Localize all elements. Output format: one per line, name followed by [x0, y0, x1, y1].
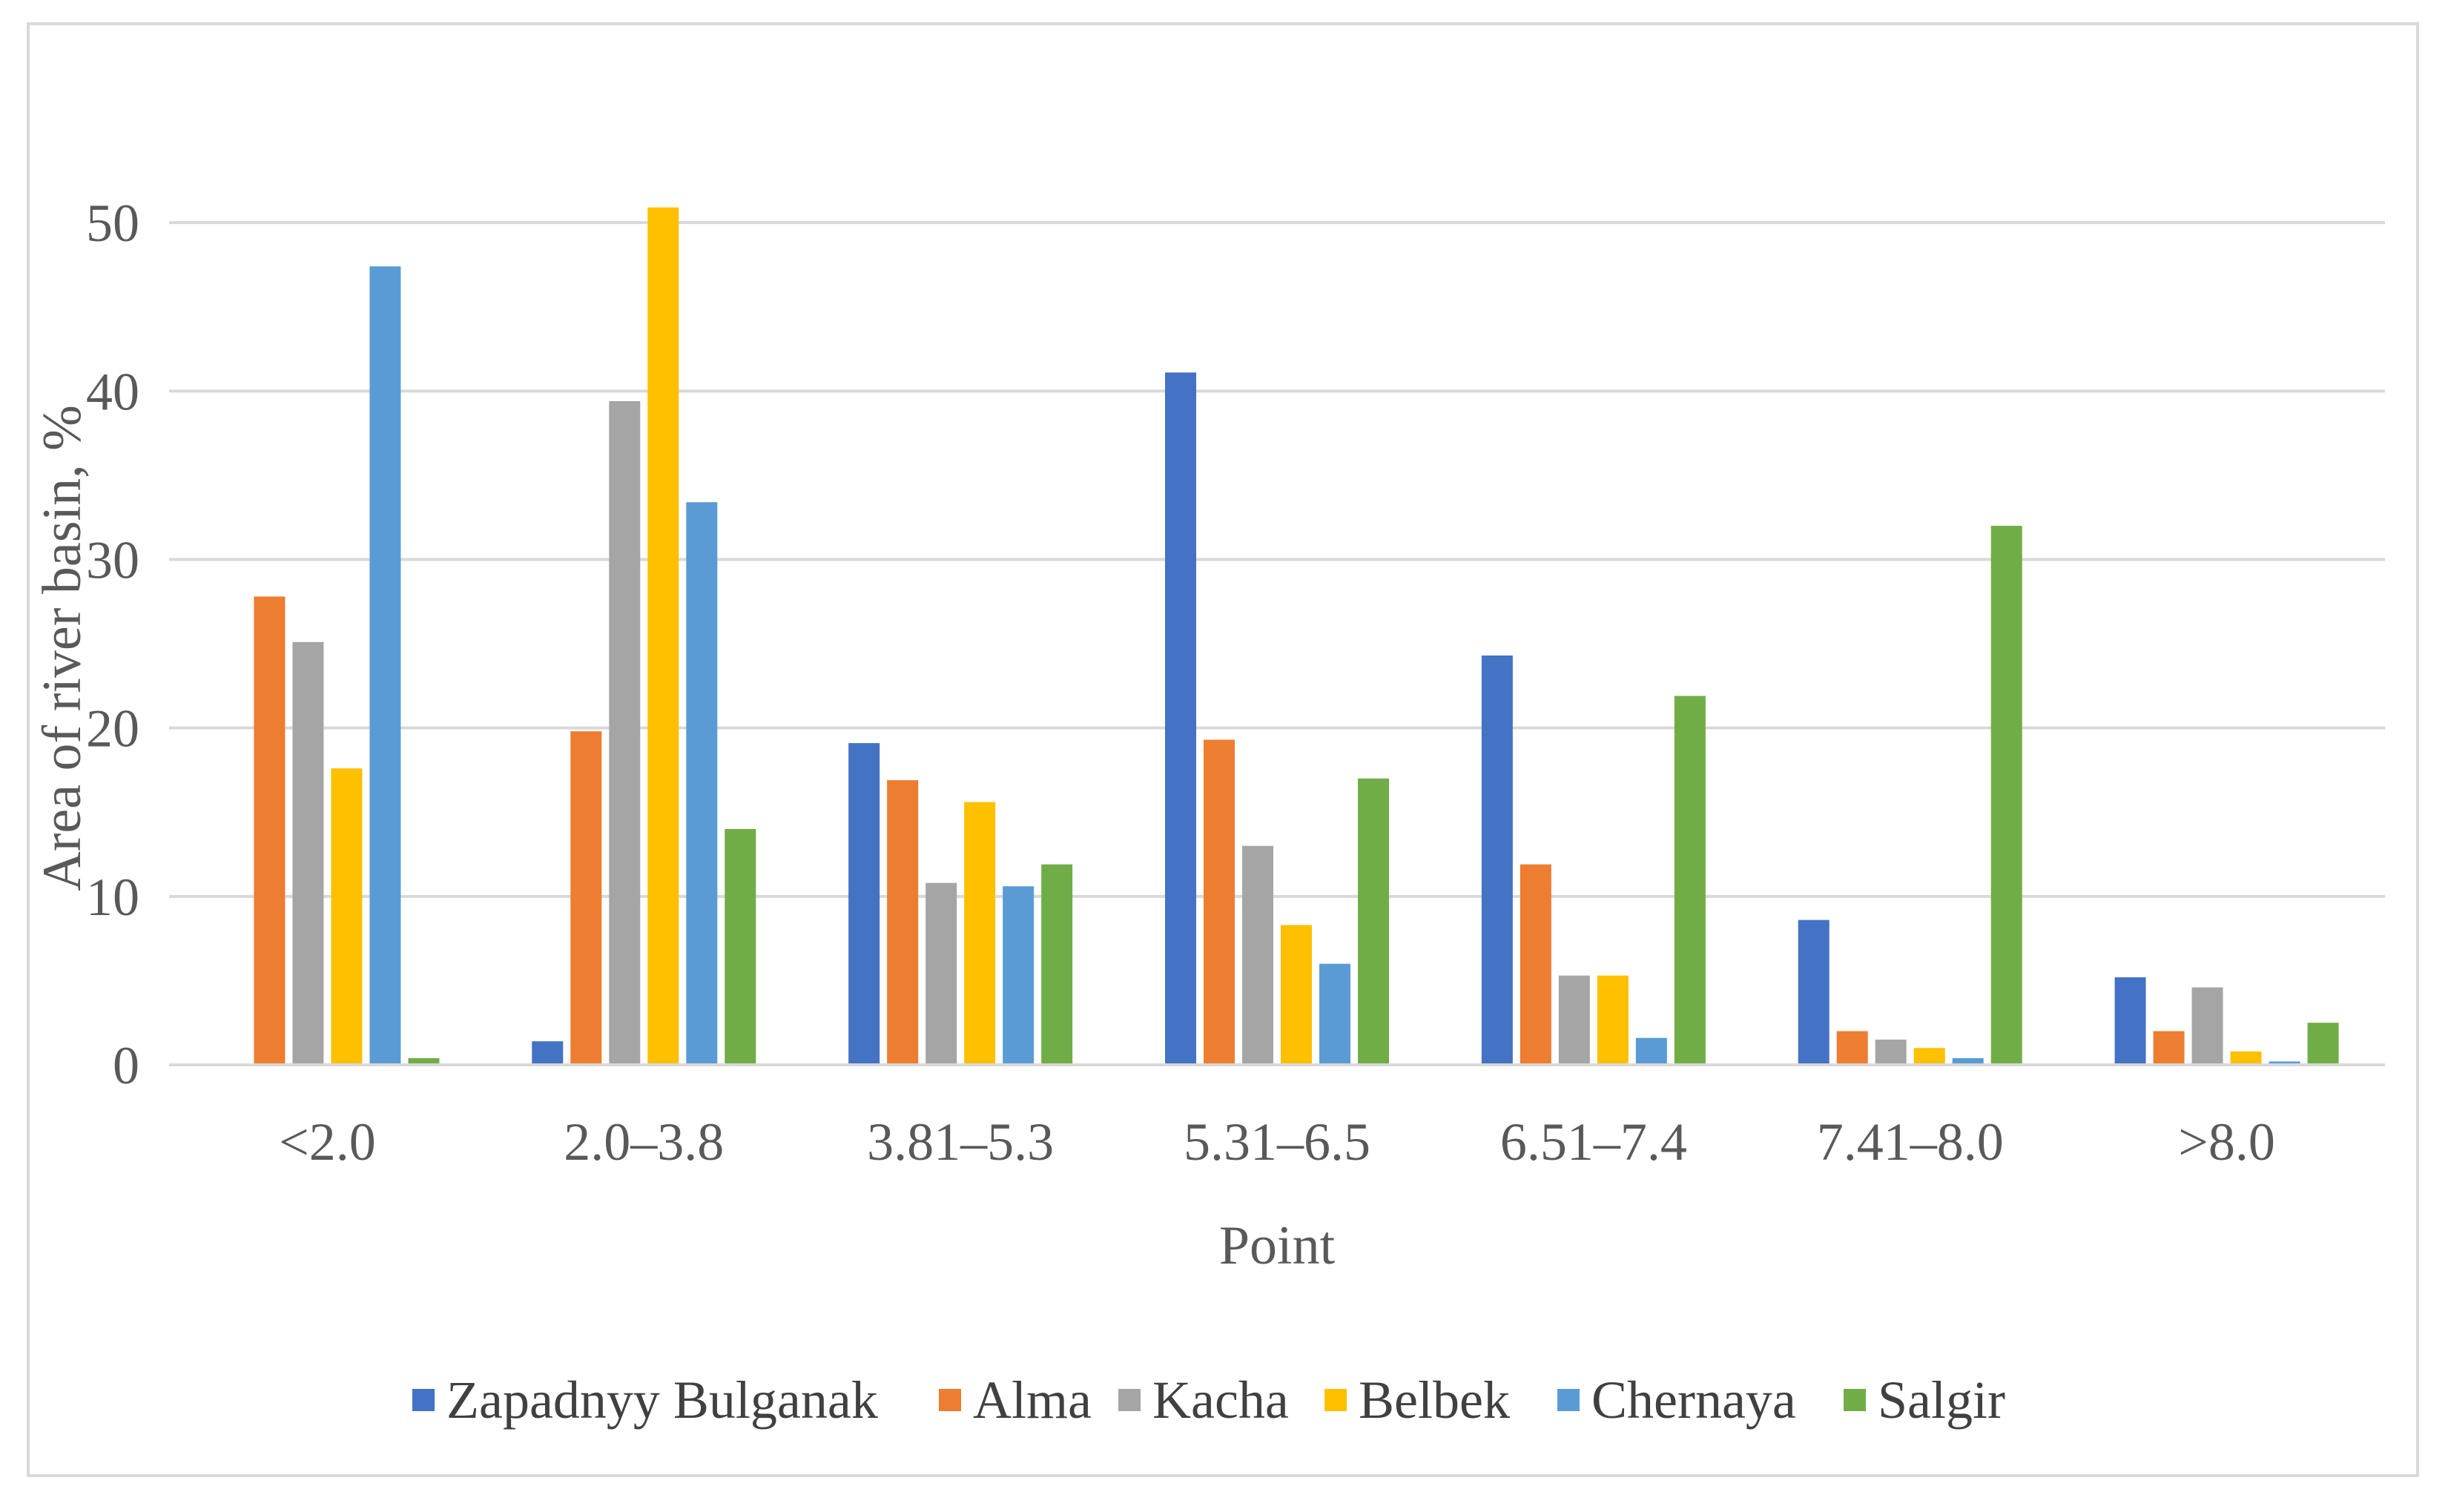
- bar-chernaya-0: [369, 266, 401, 1065]
- legend: Zapadnyy Bulganak Alma Kacha Belbek Chernaya…: [412, 1370, 2005, 1430]
- bar-belbek-5: [1913, 1048, 1945, 1065]
- legend-item-chernaya: Chernaya: [1557, 1370, 1796, 1430]
- bar-kacha-6: [2191, 987, 2223, 1065]
- legend-swatch: [1324, 1389, 1347, 1411]
- bar-alma-5: [1836, 1031, 1868, 1065]
- legend-item-belbek: Belbek: [1324, 1370, 1510, 1430]
- x-tick-label: 7.41–8.0: [1817, 1112, 2004, 1172]
- bar-alma-4: [1520, 864, 1551, 1065]
- y-tick-label: 30: [86, 530, 139, 590]
- bar-chernaya-3: [1319, 963, 1350, 1065]
- legend-swatch: [939, 1389, 961, 1411]
- bar-kacha-0: [292, 641, 324, 1065]
- chart-frame: 0 10 20 30 40 50 <2.0 2.0–3.8 3.81–5.3 5.31–6.5 6…: [27, 22, 2419, 1477]
- chart-svg: 0 10 20 30 40 50 <2.0 2.0–3.8 3.81–5.3 5.31–6.5 6…: [32, 194, 2385, 1430]
- legend-swatch: [412, 1389, 435, 1411]
- bar-zapadnyy-bulganak-4: [1481, 655, 1513, 1065]
- x-axis-ticks: <2.0 2.0–3.8 3.81–5.3 5.31–6.5 6.51–7.4 7.41–…: [279, 1112, 2275, 1172]
- y-axis-title: Area of river basin, %: [32, 405, 93, 891]
- bar-salgir-2: [1041, 864, 1073, 1065]
- legend-label: Chernaya: [1591, 1370, 1796, 1430]
- bar-chernaya-1: [686, 502, 718, 1065]
- gridlines: [169, 221, 2385, 898]
- legend-swatch: [1118, 1389, 1141, 1411]
- legend-label: Kacha: [1152, 1370, 1289, 1430]
- bar-chernaya-5: [1952, 1057, 1984, 1065]
- bar-zapadnyy-bulganak-1: [532, 1041, 564, 1065]
- y-axis-ticks: 0 10 20 30 40 50: [86, 194, 139, 1095]
- x-tick-label: 5.31–6.5: [1184, 1112, 1370, 1172]
- bar-alma-6: [2153, 1031, 2185, 1065]
- legend-item-zapadnyy-bulganak: Zapadnyy Bulganak: [412, 1370, 878, 1430]
- bar-kacha-2: [926, 882, 957, 1065]
- bar-chernaya-6: [2269, 1061, 2300, 1065]
- legend-label: Alma: [973, 1370, 1092, 1430]
- legend-swatch: [1844, 1389, 1866, 1411]
- bars: [254, 207, 2339, 1066]
- bar-belbek-3: [1281, 925, 1312, 1065]
- y-tick-label: 0: [113, 1036, 139, 1095]
- legend-label: Salgir: [1878, 1370, 2005, 1430]
- bar-alma-1: [570, 731, 602, 1065]
- bar-belbek-2: [964, 802, 996, 1065]
- legend-label: Zapadnyy Bulganak: [446, 1370, 878, 1430]
- bar-chernaya-2: [1003, 886, 1035, 1065]
- x-tick-label: 2.0–3.8: [564, 1112, 724, 1172]
- bar-zapadnyy-bulganak-5: [1798, 920, 1830, 1065]
- bar-kacha-1: [609, 400, 641, 1065]
- legend-item-kacha: Kacha: [1118, 1370, 1289, 1430]
- bar-kacha-5: [1875, 1039, 1907, 1065]
- bar-alma-2: [887, 780, 919, 1065]
- bar-salgir-0: [408, 1057, 440, 1065]
- bar-zapadnyy-bulganak-6: [2114, 977, 2146, 1065]
- bar-chernaya-4: [1635, 1037, 1667, 1065]
- bar-salgir-4: [1674, 696, 1706, 1065]
- y-tick-label: 40: [86, 362, 139, 421]
- y-tick-label: 10: [86, 868, 139, 927]
- bar-salgir-1: [725, 828, 756, 1065]
- legend-label: Belbek: [1359, 1370, 1510, 1430]
- legend-item-salgir: Salgir: [1844, 1370, 2005, 1430]
- bar-zapadnyy-bulganak-3: [1165, 372, 1196, 1066]
- bar-alma-3: [1204, 739, 1235, 1065]
- x-tick-label: <2.0: [279, 1112, 376, 1172]
- bar-belbek-1: [647, 207, 679, 1065]
- bar-salgir-6: [2307, 1023, 2339, 1065]
- x-axis-title: Point: [1219, 1215, 1336, 1276]
- bar-belbek-0: [331, 768, 363, 1065]
- y-tick-label: 50: [86, 194, 139, 253]
- y-tick-label: 20: [86, 699, 139, 759]
- x-tick-label: 3.81–5.3: [867, 1112, 1054, 1172]
- bar-salgir-3: [1358, 778, 1389, 1065]
- bar-kacha-4: [1558, 975, 1590, 1065]
- x-tick-label: 6.51–7.4: [1500, 1112, 1687, 1172]
- bar-zapadnyy-bulganak-2: [848, 743, 880, 1065]
- legend-item-alma: Alma: [939, 1370, 1092, 1430]
- bar-belbek-4: [1597, 975, 1629, 1065]
- legend-swatch: [1557, 1389, 1580, 1411]
- bar-kacha-3: [1242, 845, 1273, 1065]
- x-tick-label: >8.0: [2178, 1112, 2275, 1172]
- bar-salgir-5: [1990, 526, 2022, 1065]
- bar-belbek-6: [2230, 1051, 2262, 1065]
- bar-alma-0: [254, 596, 286, 1065]
